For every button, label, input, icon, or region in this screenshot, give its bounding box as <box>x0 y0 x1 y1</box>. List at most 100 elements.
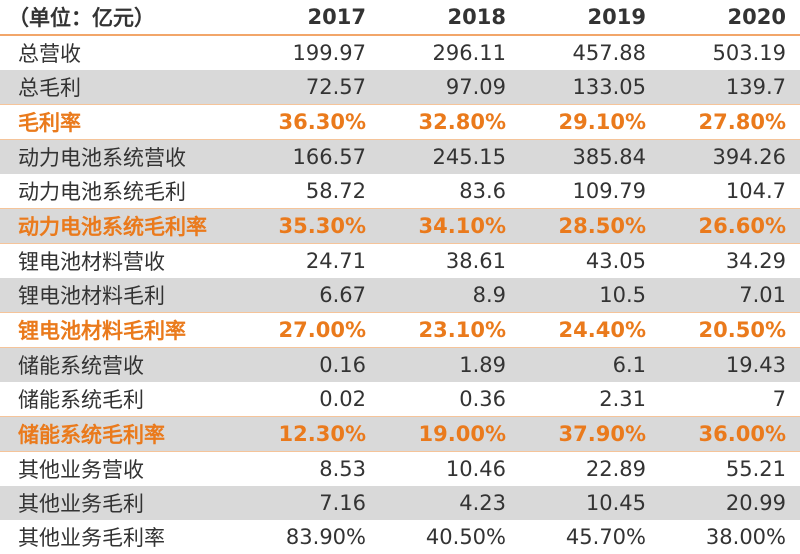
value-cell: 97.09 <box>445 75 506 99</box>
value-cell: 27.80% <box>698 110 786 134</box>
table-row: 锂电池材料营收 24.71 38.61 43.05 34.29 <box>0 244 800 279</box>
value-cell: 385.84 <box>572 145 646 169</box>
value-cell: 55.21 <box>725 457 786 481</box>
table-body: 总营收 199.97 296.11 457.88 503.19 总毛利 72.57 97.09… <box>0 35 800 554</box>
table-row: 储能系统营收 0.16 1.89 6.1 19.43 <box>0 347 800 382</box>
value-cell: 34.10% <box>418 214 506 238</box>
page: （单位：亿元） 2017 2018 2019 2020 总营收 199.97 296.11 4… <box>0 5 800 550</box>
table-row: 动力电池系统毛利率 35.30% 34.10% 28.50% 26.60% <box>0 208 800 244</box>
value-cell: 166.57 <box>292 145 366 169</box>
row-label: 其他业务营收 <box>18 458 144 482</box>
value-cell: 8.9 <box>472 283 506 307</box>
value-cell: 7.16 <box>319 491 366 515</box>
value-cell: 6.67 <box>319 283 366 307</box>
row-label: 总营收 <box>18 42 81 66</box>
year-header: 2018 <box>447 5 506 29</box>
value-cell: 83.90% <box>285 525 366 549</box>
header-row: （单位：亿元） 2017 2018 2019 2020 <box>0 0 800 35</box>
value-cell: 10.5 <box>599 283 646 307</box>
table-row: 储能系统毛利率 12.30% 19.00% 37.90% 36.00% <box>0 416 800 452</box>
value-cell: 6.1 <box>612 353 646 377</box>
value-cell: 2.31 <box>599 387 646 411</box>
value-cell: 7 <box>772 387 786 411</box>
unit-header: （单位：亿元） <box>8 6 155 30</box>
value-cell: 38.61 <box>445 249 506 273</box>
row-label: 毛利率 <box>18 111 81 135</box>
table-row: 锂电池材料毛利率 27.00% 23.10% 24.40% 20.50% <box>0 312 800 348</box>
row-label: 锂电池材料毛利率 <box>18 319 186 343</box>
value-cell: 19.43 <box>725 353 786 377</box>
value-cell: 245.15 <box>432 145 506 169</box>
row-label: 储能系统营收 <box>18 354 144 378</box>
table-row: 其他业务毛利率 83.90% 40.50% 45.70% 38.00% <box>0 520 800 554</box>
table-row: 其他业务营收 8.53 10.46 22.89 55.21 <box>0 452 800 487</box>
table-header: （单位：亿元） 2017 2018 2019 2020 <box>0 0 800 35</box>
value-cell: 32.80% <box>418 110 506 134</box>
value-cell: 199.97 <box>292 41 366 65</box>
row-label: 动力电池系统毛利 <box>18 180 186 204</box>
value-cell: 1.89 <box>459 353 506 377</box>
value-cell: 8.53 <box>319 457 366 481</box>
value-cell: 26.60% <box>698 214 786 238</box>
row-label: 动力电池系统营收 <box>18 146 186 170</box>
value-cell: 43.05 <box>585 249 646 273</box>
value-cell: 45.70% <box>565 525 646 549</box>
value-cell: 24.40% <box>558 318 646 342</box>
value-cell: 36.30% <box>278 110 366 134</box>
value-cell: 40.50% <box>425 525 506 549</box>
year-header: 2020 <box>727 5 786 29</box>
table-row: 毛利率 36.30% 32.80% 29.10% 27.80% <box>0 104 800 140</box>
value-cell: 23.10% <box>418 318 506 342</box>
value-cell: 83.6 <box>459 179 506 203</box>
table-row: 总营收 199.97 296.11 457.88 503.19 <box>0 35 800 70</box>
row-label: 其他业务毛利 <box>18 492 144 516</box>
value-cell: 29.10% <box>558 110 646 134</box>
value-cell: 12.30% <box>278 422 366 446</box>
value-cell: 28.50% <box>558 214 646 238</box>
value-cell: 24.71 <box>305 249 366 273</box>
value-cell: 0.16 <box>319 353 366 377</box>
value-cell: 10.45 <box>585 491 646 515</box>
table-row: 总毛利 72.57 97.09 133.05 139.7 <box>0 70 800 105</box>
row-label: 总毛利 <box>18 76 81 100</box>
value-cell: 58.72 <box>305 179 366 203</box>
value-cell: 19.00% <box>418 422 506 446</box>
value-cell: 503.19 <box>712 41 786 65</box>
year-header: 2019 <box>587 5 646 29</box>
value-cell: 38.00% <box>705 525 786 549</box>
value-cell: 394.26 <box>712 145 786 169</box>
value-cell: 0.36 <box>459 387 506 411</box>
value-cell: 27.00% <box>278 318 366 342</box>
value-cell: 296.11 <box>432 41 506 65</box>
value-cell: 104.7 <box>725 179 786 203</box>
value-cell: 10.46 <box>445 457 506 481</box>
table-row: 动力电池系统营收 166.57 245.15 385.84 394.26 <box>0 139 800 174</box>
value-cell: 35.30% <box>278 214 366 238</box>
value-cell: 72.57 <box>305 75 366 99</box>
row-label: 锂电池材料毛利 <box>18 284 165 308</box>
value-cell: 109.79 <box>572 179 646 203</box>
value-cell: 34.29 <box>725 249 786 273</box>
year-header: 2017 <box>307 5 366 29</box>
value-cell: 4.23 <box>459 491 506 515</box>
table-row: 其他业务毛利 7.16 4.23 10.45 20.99 <box>0 486 800 520</box>
value-cell: 133.05 <box>572 75 646 99</box>
row-label: 储能系统毛利 <box>18 388 144 412</box>
value-cell: 37.90% <box>558 422 646 446</box>
table-row: 储能系统毛利 0.02 0.36 2.31 7 <box>0 382 800 417</box>
table-row: 动力电池系统毛利 58.72 83.6 109.79 104.7 <box>0 174 800 209</box>
value-cell: 20.50% <box>698 318 786 342</box>
row-label: 其他业务毛利率 <box>18 526 165 550</box>
value-cell: 457.88 <box>572 41 646 65</box>
value-cell: 22.89 <box>585 457 646 481</box>
row-label: 动力电池系统毛利率 <box>18 215 207 239</box>
value-cell: 0.02 <box>319 387 366 411</box>
table-row: 锂电池材料毛利 6.67 8.9 10.5 7.01 <box>0 278 800 313</box>
row-label: 锂电池材料营收 <box>18 250 165 274</box>
value-cell: 20.99 <box>725 491 786 515</box>
value-cell: 139.7 <box>725 75 786 99</box>
value-cell: 7.01 <box>739 283 786 307</box>
value-cell: 36.00% <box>698 422 786 446</box>
row-label: 储能系统毛利率 <box>18 423 165 447</box>
